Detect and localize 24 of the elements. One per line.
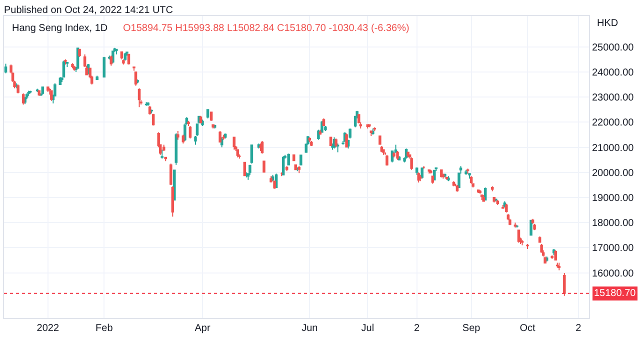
y-tick-label: 22000.00: [592, 118, 634, 129]
y-tick-label: 21000.00: [592, 142, 634, 154]
x-tick-label: 2: [414, 323, 420, 334]
ref-line-label: 15180.70: [594, 288, 636, 299]
x-tick-label: Oct: [520, 323, 536, 334]
x-tick-label: Jun: [302, 323, 318, 334]
x-tick-label: 2: [576, 323, 582, 334]
y-tick-label: 25000.00: [592, 42, 634, 54]
y-tick-label: 18000.00: [592, 218, 634, 230]
x-tick-label: Sep: [462, 323, 481, 334]
y-tick-label: 19000.00: [592, 193, 634, 204]
x-tick-label: Jul: [361, 323, 374, 334]
y-tick-label: 17000.00: [592, 243, 634, 254]
text: Published on Oct 24, 2022 14:21 UTC: [4, 5, 173, 16]
y-axis-title: HKD: [597, 18, 618, 29]
y-tick-label: 16000.00: [592, 268, 634, 280]
x-tick-label: Feb: [96, 323, 114, 334]
x-tick-label: 2022: [36, 323, 60, 334]
text: O15894.75 H15993.88 L15082.84 C15180.70 -1030.43 (-6.36%): [123, 23, 410, 34]
text: Hang Seng Index, 1D: [12, 23, 108, 34]
y-tick-label: 24000.00: [592, 67, 634, 78]
y-tick-label: 23000.00: [592, 92, 634, 104]
y-tick-label: 20000.00: [592, 168, 634, 179]
x-tick-label: Apr: [194, 323, 211, 334]
